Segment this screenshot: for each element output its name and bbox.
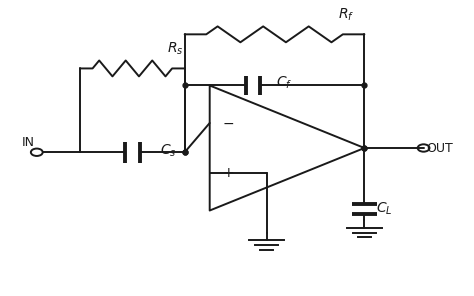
Text: $R_s$: $R_s$	[167, 41, 184, 57]
Text: $C_f$: $C_f$	[276, 74, 292, 91]
Text: $C_s$: $C_s$	[160, 143, 176, 159]
Text: $+$: $+$	[222, 166, 234, 180]
Text: OUT: OUT	[426, 141, 453, 155]
Text: $R_f$: $R_f$	[338, 7, 355, 23]
Text: $-$: $-$	[222, 116, 234, 130]
Text: IN: IN	[21, 136, 35, 149]
Text: $C_L$: $C_L$	[376, 201, 392, 217]
